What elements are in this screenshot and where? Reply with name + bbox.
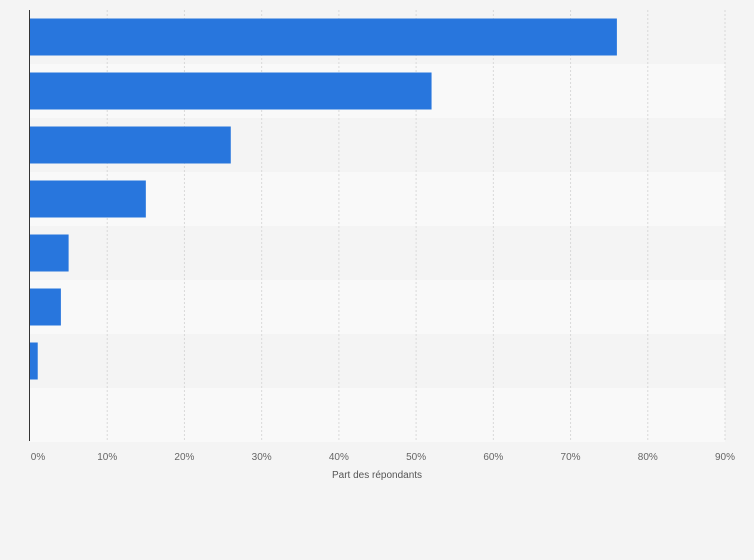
row-band	[30, 388, 725, 442]
bar	[30, 18, 617, 56]
x-tick-label: 90%	[715, 452, 735, 463]
x-tick-label: 0%	[31, 452, 46, 463]
x-tick-label: 10%	[97, 452, 117, 463]
bar	[30, 288, 61, 326]
row-bands	[30, 10, 725, 442]
x-tick-label: 80%	[638, 452, 658, 463]
x-axis-title: Part des répondants	[332, 470, 422, 481]
x-tick-label: 60%	[483, 452, 503, 463]
row-band	[30, 334, 725, 388]
x-tick-label: 70%	[561, 452, 581, 463]
row-band	[30, 226, 725, 280]
bar	[30, 342, 38, 380]
x-tick-label: 40%	[329, 452, 349, 463]
x-tick-label: 20%	[174, 452, 194, 463]
bar	[30, 180, 146, 218]
bar	[30, 234, 69, 272]
bar	[30, 72, 432, 110]
bar	[30, 126, 231, 164]
x-tick-label: 30%	[252, 452, 272, 463]
bars	[30, 18, 617, 380]
x-tick-label: 50%	[406, 452, 426, 463]
row-band	[30, 280, 725, 334]
x-axis-ticks: 0% 10% 20% 30% 40% 50% 60% 70% 80% 90%	[31, 452, 735, 463]
